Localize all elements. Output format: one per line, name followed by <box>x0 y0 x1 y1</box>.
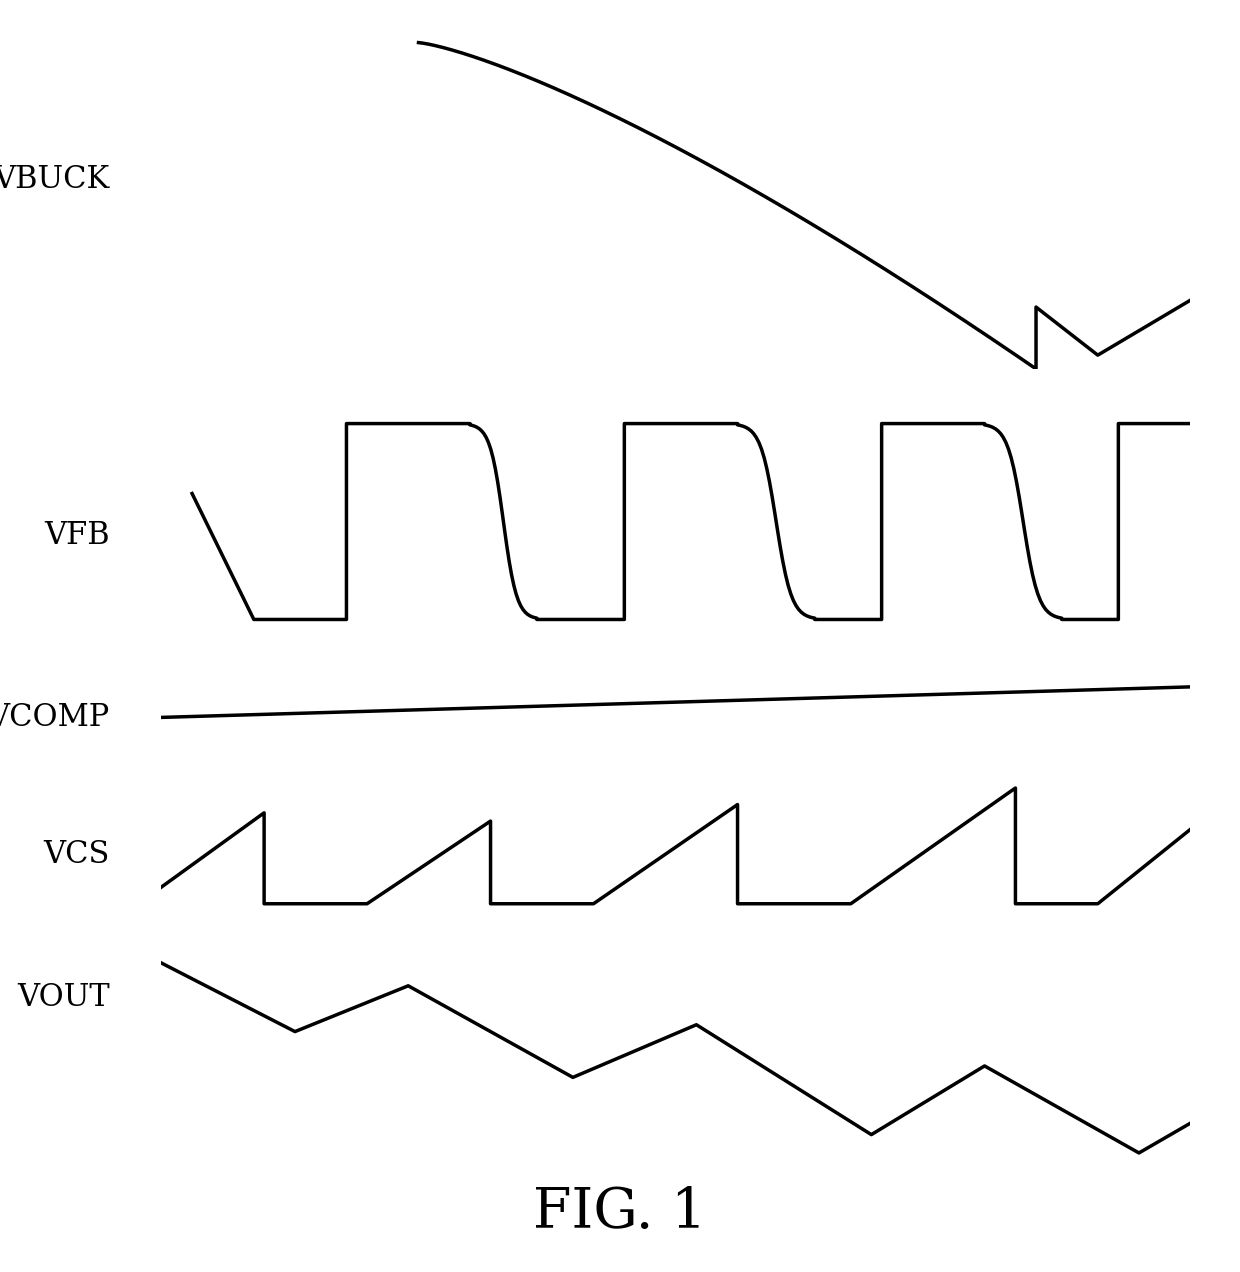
Text: VFB: VFB <box>45 520 110 551</box>
Text: VOUT: VOUT <box>17 982 110 1013</box>
Text: VBUCK: VBUCK <box>0 164 110 196</box>
Text: FIG. 1: FIG. 1 <box>533 1186 707 1240</box>
Text: VCOMP: VCOMP <box>0 702 110 733</box>
Text: VCS: VCS <box>43 838 110 870</box>
